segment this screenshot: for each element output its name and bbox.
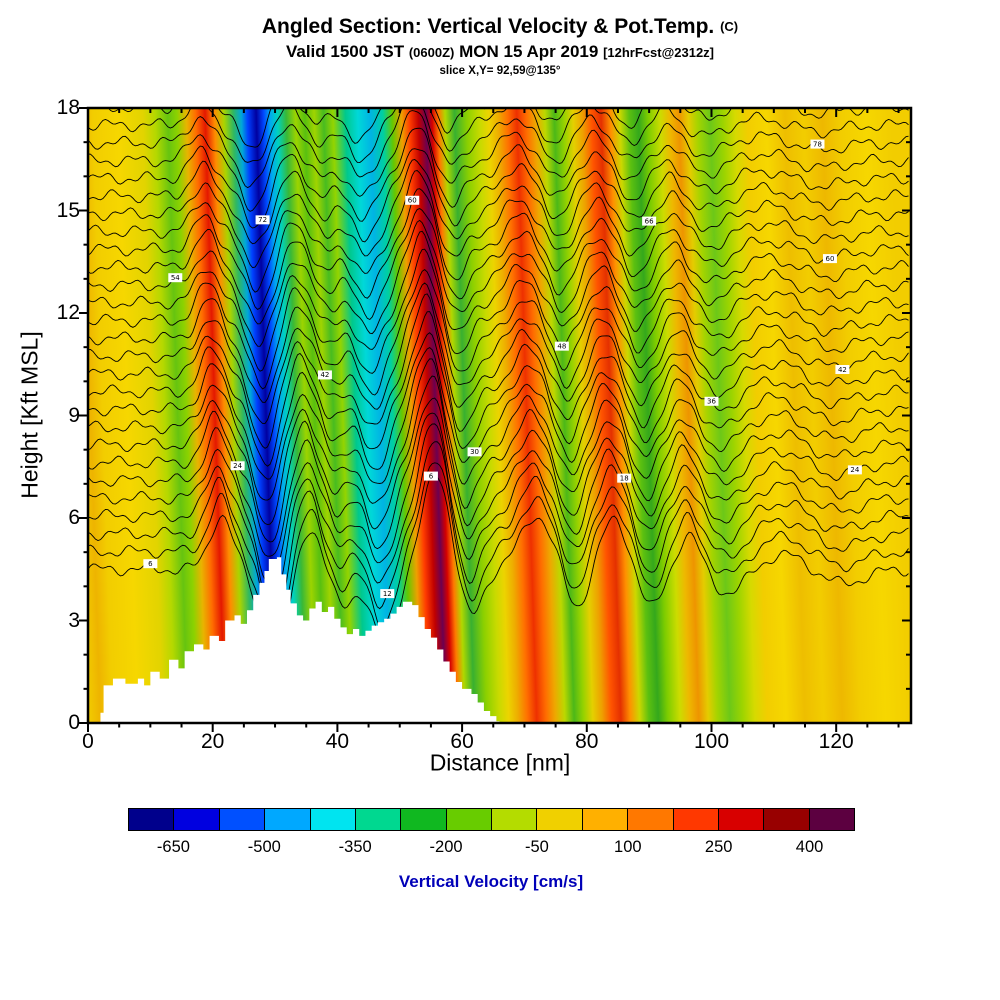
colorbar-segment	[717, 809, 764, 830]
colorbar-tick-label: 250	[704, 838, 733, 856]
colorbar-segment	[354, 809, 401, 830]
y-tick-label: 6	[68, 506, 80, 529]
colorbar-segment	[309, 809, 355, 830]
title-block: Angled Section: Vertical Velocity & Pot.…	[0, 14, 1000, 78]
colorbar-segment	[491, 809, 537, 830]
chart-title-text: Angled Section: Vertical Velocity & Pot.…	[261, 15, 715, 38]
x-tick-label: 80	[575, 730, 599, 753]
forecast-tag: [12hrFcst@2312z]	[603, 45, 715, 61]
colorbar-segment	[808, 809, 854, 830]
colorbar-segment	[400, 809, 446, 830]
valid-z-time: (0600Z)	[408, 45, 455, 61]
colorbar-segment	[763, 809, 809, 830]
colorbar-tick-label: 400	[795, 838, 824, 856]
colorbar-tick-label: -500	[247, 838, 281, 856]
x-axis-title: Distance [nm]	[429, 749, 571, 776]
valid-time: Valid 1500 JST	[285, 42, 405, 62]
x-tick-label: 100	[693, 730, 730, 753]
colorbar-segment	[627, 809, 673, 830]
x-tick-label: 60	[450, 730, 474, 753]
y-tick-label: 9	[68, 403, 80, 427]
valid-date: MON 15 Apr 2019	[459, 42, 599, 62]
colorbar-segment	[445, 809, 491, 830]
colorbar-segment	[536, 809, 582, 830]
y-tick-label: 0	[68, 711, 80, 734]
x-tick-label: 0	[82, 730, 94, 753]
colorbar-segment	[672, 809, 718, 830]
x-tick-label: 20	[201, 730, 225, 753]
y-tick-label: 15	[56, 198, 80, 222]
colorbar-tick-label: 100	[614, 838, 642, 856]
colorbar-tick-label: -350	[338, 838, 372, 856]
slice-label: slice X,Y= 92,59@135°	[439, 64, 561, 77]
y-tick-label: 3	[68, 608, 80, 632]
colorbar-title: Vertical Velocity [cm/s]	[398, 872, 584, 891]
x-tick-label: 40	[325, 730, 350, 753]
colorbar-segment	[218, 809, 265, 830]
colorbar-segment	[173, 809, 219, 830]
colorbar-tick-labels: -650 -500 -350 -200 -50 100 250 400	[128, 838, 855, 857]
colorbar-tick-label: -200	[429, 838, 463, 856]
chart-title: Angled Section: Vertical Velocity & Pot.…	[0, 14, 1000, 40]
y-tick-label: 18	[56, 96, 80, 119]
chart-title-unit: (C)	[720, 19, 739, 34]
colorbar-segment	[264, 809, 310, 830]
y-tick-label: 12	[56, 301, 80, 324]
colorbar-tick-label: -650	[156, 838, 190, 856]
colorbar	[128, 808, 855, 831]
colorbar-segment	[581, 809, 628, 830]
colorbar-segment	[129, 809, 174, 830]
chart-subtitle: Valid 1500 JST (0600Z) MON 15 Apr 2019 […	[0, 41, 1000, 62]
colorbar-tick-label: -50	[525, 838, 549, 856]
x-tick-label: 120	[818, 730, 854, 753]
